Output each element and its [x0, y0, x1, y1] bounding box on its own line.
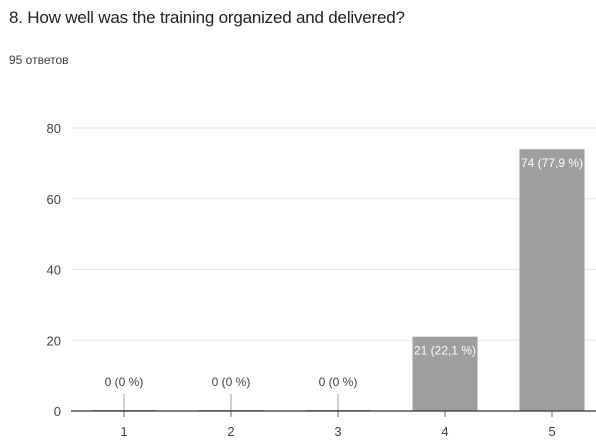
data-label: 0 (0 %) — [319, 375, 358, 389]
data-label: 0 (0 %) — [212, 375, 251, 389]
y-tick-label: 40 — [47, 263, 61, 278]
x-tick-label: 3 — [334, 424, 341, 439]
data-label: 21 (22,1 %) — [414, 344, 476, 358]
x-tick-label: 4 — [441, 424, 448, 439]
y-tick-label: 60 — [47, 192, 61, 207]
x-tick-label: 5 — [548, 424, 555, 439]
x-tick-label: 2 — [227, 424, 234, 439]
y-tick-label: 20 — [47, 333, 61, 348]
data-label: 74 (77,9 %) — [521, 156, 583, 170]
data-label: 0 (0 %) — [105, 375, 144, 389]
question-title: 8. How well was the training organized a… — [9, 8, 405, 27]
bar — [519, 149, 585, 411]
x-tick-label: 1 — [120, 424, 127, 439]
y-tick-label: 0 — [54, 404, 61, 419]
y-tick-label: 80 — [47, 121, 61, 136]
bar — [412, 336, 478, 411]
response-count: 95 ответов — [9, 53, 69, 67]
